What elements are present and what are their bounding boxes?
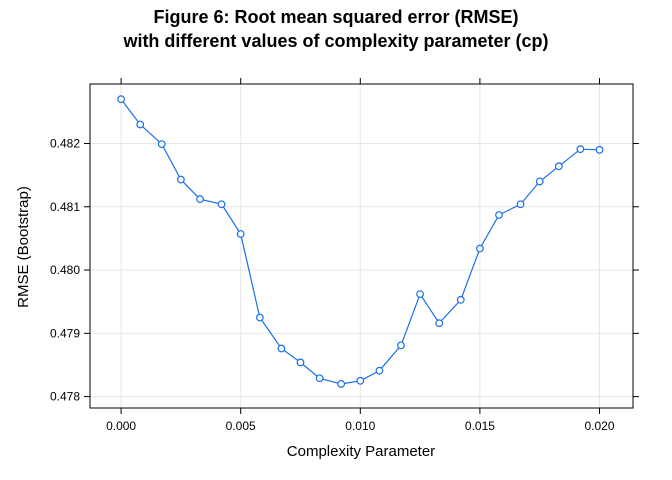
data-point — [277, 344, 286, 353]
y-axis-label: RMSE (Bootstrap) — [15, 186, 32, 308]
data-point — [435, 319, 444, 328]
data-point — [176, 175, 185, 184]
data-point — [535, 177, 544, 186]
y-tick-label: 0.480 — [50, 263, 80, 277]
x-tick-label: 0.015 — [465, 419, 495, 433]
x-tick-label: 0.020 — [584, 419, 614, 433]
data-point — [356, 376, 365, 385]
data-point — [516, 200, 525, 209]
x-tick-label: 0.000 — [106, 419, 136, 433]
data-point — [554, 162, 563, 171]
data-point — [315, 374, 324, 383]
y-tick-label: 0.479 — [50, 326, 80, 340]
x-axis-label: Complexity Parameter — [287, 443, 435, 460]
data-point — [397, 341, 405, 350]
data-point — [136, 120, 145, 129]
data-point — [236, 230, 245, 238]
data-point — [456, 295, 465, 304]
chart-title-line-1: Figure 6: Root mean squared error (RMSE) — [153, 7, 518, 27]
data-point — [117, 95, 125, 104]
y-tick-label: 0.481 — [50, 200, 80, 214]
data-point — [157, 140, 166, 149]
x-tick-label: 0.010 — [345, 419, 375, 433]
data-point — [196, 195, 204, 204]
x-tick-label: 0.005 — [226, 419, 256, 433]
data-point — [375, 366, 384, 375]
data-point — [416, 290, 425, 298]
data-point — [255, 313, 264, 322]
data-point — [495, 211, 503, 219]
axis-tick-labels: 0.000 0.005 0.010 0.015 0.020 0.478 0.479 0.480… — [50, 136, 615, 433]
y-tick-label: 0.482 — [50, 136, 80, 150]
data-point — [217, 200, 226, 209]
data-point — [595, 145, 604, 154]
chart-title-line-2: with different values of complexity para… — [122, 31, 548, 51]
grid-lines — [90, 84, 633, 408]
data-point — [337, 380, 346, 388]
data-series — [117, 95, 604, 388]
plot-area-frame — [89, 83, 634, 409]
axis-ticks — [84, 78, 639, 414]
y-tick-label: 0.478 — [50, 390, 80, 404]
data-point — [476, 244, 484, 253]
data-point — [576, 145, 585, 154]
data-point — [296, 358, 305, 367]
